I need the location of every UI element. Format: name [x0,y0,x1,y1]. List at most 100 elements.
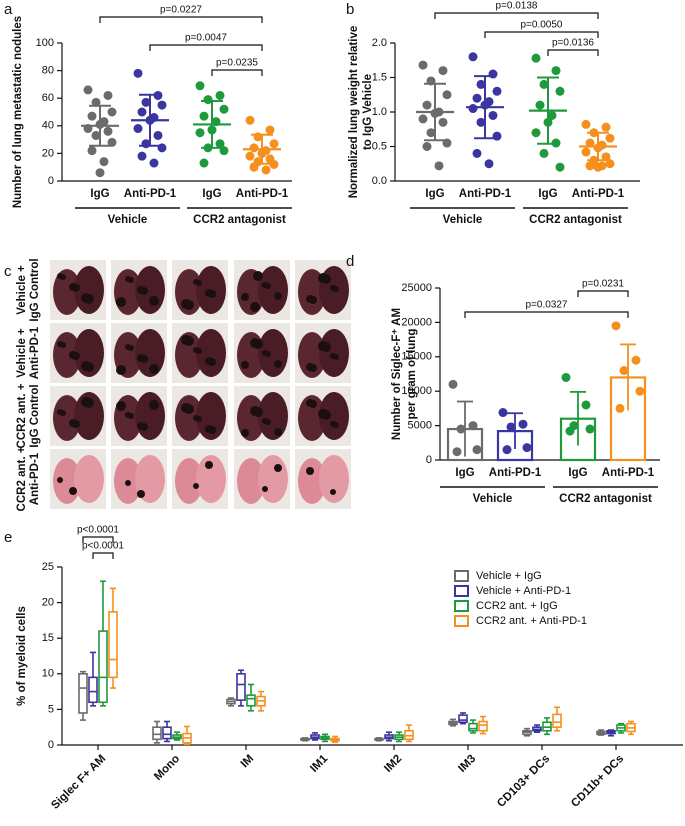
nodule [262,486,268,492]
data-point [472,445,482,455]
x-tick-label: IgG [202,188,221,200]
data-point [561,372,571,382]
data-point [199,111,209,121]
y-tick-label: 10000 [401,385,432,397]
nodule [149,296,159,306]
data-point [615,403,625,413]
data-point [531,53,541,63]
data-point [518,419,528,429]
data-point [103,90,113,100]
nodule [140,355,148,363]
nodule [57,477,63,483]
data-point [448,379,458,389]
nodule [72,420,80,428]
y-tick-label: 10 [42,668,54,680]
data-point [269,139,279,149]
legend-label: Vehicle + Anti-PD-1 [476,585,571,597]
nodule [274,464,282,472]
data-point [468,52,478,62]
nodule [333,286,339,292]
data-point [593,162,603,172]
data-point [245,115,255,125]
data-point [107,137,117,147]
lung-lobe [53,269,81,315]
data-point [95,168,105,178]
nodule [306,467,314,475]
row-label: CCR2 ant. + [16,446,28,511]
nodule [241,429,249,437]
nodule [125,480,131,486]
data-point [422,100,432,110]
p-value: p=0.0227 [160,5,202,16]
y-tick-label: 5000 [408,420,432,432]
box [108,611,118,679]
data-point [468,421,478,431]
x-tick-label: IM2 [382,753,404,775]
nodule [274,428,282,436]
legend-swatch [454,570,469,582]
nodule [140,287,148,295]
data-point [195,128,205,138]
data-point [141,97,151,107]
nodule [72,352,80,360]
data-point [195,81,205,91]
nodule [196,280,202,286]
significance-bracket [434,12,599,19]
data-point [619,366,629,376]
box [152,726,162,741]
y-tick-label: 80 [42,65,54,77]
group-label: Vehicle [473,493,513,505]
p-value: p<0.0001 [82,541,124,552]
lung-lobe [175,458,203,504]
nodule [128,345,134,351]
nodule [309,296,317,304]
lung-lobe [319,392,349,440]
nodule [208,290,216,298]
p-value: p=0.0231 [582,279,624,290]
significance-bracket [82,536,114,543]
nodule [84,362,94,372]
data-point [472,93,482,103]
nodule [60,274,66,280]
nodule [274,360,282,368]
y-tick-label: 20000 [401,316,432,328]
data-point [605,159,615,169]
nodule [333,354,339,360]
nodule [250,302,260,312]
significance-bracket [464,311,629,318]
lung-lobe [74,455,104,503]
nodule [196,416,202,422]
y-axis-label: per gram of lung [406,329,418,420]
data-point [99,157,109,167]
y-tick-label: 2.0 [372,37,387,49]
data-point [581,147,591,157]
y-tick-label: 0 [48,175,54,187]
data-point [418,114,428,124]
y-axis-label: % of myeloid cells [16,606,28,706]
nodule [116,401,126,411]
y-tick-label: 25000 [401,282,432,294]
nodule [205,461,213,469]
x-tick-label: IgG [90,188,109,200]
nodule [309,364,317,372]
data-point [468,104,478,114]
lung-lobe [258,392,288,440]
lung-lobe [196,392,226,440]
legend-label: CCR2 ant. + IgG [476,600,558,612]
y-tick-label: 1.0 [372,106,387,118]
nodule [128,413,134,419]
y-tick-label: 5 [48,703,54,715]
data-point [87,111,97,121]
legend-label: Vehicle + IgG [476,570,542,582]
lung-lobe [74,266,104,314]
nodule [69,487,77,495]
data-point [215,139,225,149]
nodule [253,407,263,417]
nodule [184,336,194,346]
data-point [555,86,565,96]
x-tick-label: Siglec F+ AM [49,753,108,812]
nodule [274,292,282,300]
box [88,676,98,704]
y-tick-label: 0.5 [372,140,387,152]
